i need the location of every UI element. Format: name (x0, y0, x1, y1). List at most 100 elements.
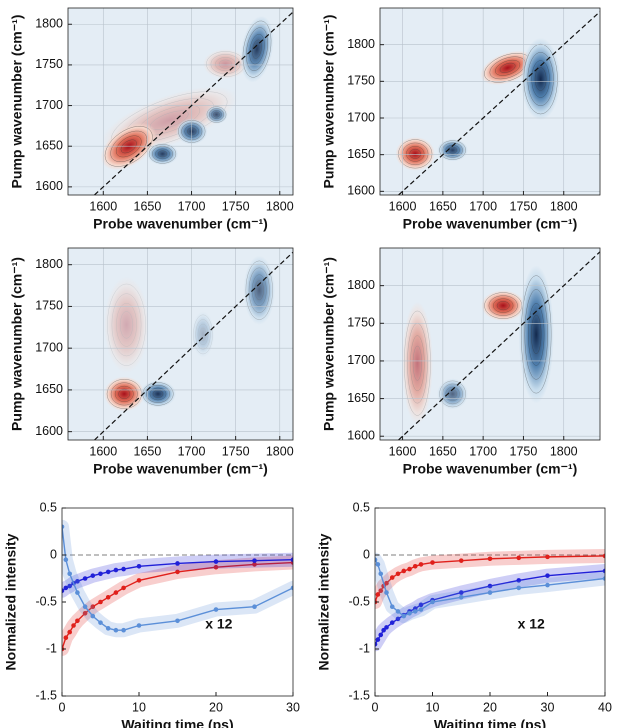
x-tick-label: 1750 (510, 444, 538, 458)
data-point (412, 609, 418, 614)
contour-fill (104, 376, 145, 412)
contour-line (499, 62, 516, 73)
plot-area (68, 8, 293, 195)
data-point (98, 599, 103, 605)
panel: 1600 1650 1700 1750 1800 1600 1650 1700 1750 1800… (321, 247, 601, 477)
data-point (378, 588, 384, 594)
data-point (98, 620, 103, 625)
contour-fill (481, 290, 526, 321)
x-tick-label: 10 (132, 700, 146, 714)
y-tick-label: 1600 (35, 179, 63, 193)
y-tick-label: 1750 (35, 299, 63, 313)
contour-peak (146, 142, 179, 166)
x-tick-label: 0 (59, 700, 66, 714)
contour-line (521, 275, 552, 394)
contour-line (118, 388, 131, 399)
contour-peak (437, 378, 468, 410)
y-tick-label: 1800 (35, 17, 63, 31)
annotation: x 12 (518, 615, 545, 631)
data-point (418, 602, 424, 608)
contour-peak (140, 380, 176, 408)
frame (374, 507, 606, 697)
x-tick-label: 10 (426, 700, 440, 714)
x-tick-label: 0 (372, 700, 379, 714)
data-point (378, 632, 384, 638)
contour-peak (240, 15, 274, 83)
data-point (290, 585, 293, 591)
y-tick-label: -0.5 (348, 594, 370, 608)
contour-line (195, 319, 211, 350)
contour-line (406, 146, 425, 162)
y-tick-label: 1650 (35, 139, 63, 153)
data-point (105, 569, 111, 575)
x-tick-label: 1700 (178, 199, 206, 213)
data-point (67, 571, 72, 577)
y-tick-label: 1750 (347, 316, 375, 330)
data-point (252, 558, 257, 563)
data-point (90, 613, 96, 619)
x-tick-label: 1800 (550, 199, 578, 213)
annotation: x 12 (205, 615, 232, 631)
contour-line (249, 33, 265, 65)
contour-line (110, 382, 138, 406)
contour-line (398, 139, 433, 169)
contour-line (152, 146, 173, 162)
contour-peak (395, 137, 436, 171)
y-tick-label: 1700 (35, 340, 63, 354)
y-tick-label: -1.5 (35, 688, 57, 702)
contour-fill (203, 49, 248, 80)
plot-area (380, 8, 600, 195)
data-point (63, 557, 69, 562)
y-tick-label: 1600 (35, 424, 63, 438)
data-point (252, 604, 257, 609)
data-point (395, 616, 401, 622)
y-tick-label: -0.5 (35, 594, 57, 608)
data-point (136, 563, 142, 569)
contour-line (245, 260, 273, 320)
data-point (105, 626, 111, 631)
contour-peak (243, 255, 275, 325)
contour-fill (240, 15, 274, 83)
contour-fill (104, 276, 149, 373)
y-tick-label: 0.5 (40, 500, 57, 514)
data-point (602, 553, 605, 559)
panel: 1600 1650 1700 1750 1800 1600 1650 1700 1750 1800… (9, 7, 294, 232)
contour-line (531, 60, 550, 98)
y-axis-label: Pump wavenumber (cm⁻¹) (9, 15, 25, 189)
frame (67, 7, 294, 196)
data-point (121, 566, 126, 572)
data-point (82, 604, 88, 609)
contour-line (439, 380, 466, 408)
data-point (67, 583, 72, 589)
x-axis-label: Probe wavenumber (cm⁻¹) (93, 216, 268, 232)
contour-line (218, 59, 232, 69)
fit-line (62, 559, 293, 592)
contour-line (193, 314, 213, 355)
panel: 1600 1650 1700 1750 1800 1600 1650 1700 1750 1800… (321, 7, 601, 232)
x-tick-label: 1650 (134, 444, 162, 458)
y-tick-label: 1700 (347, 353, 375, 367)
y-tick-label: 0 (50, 547, 57, 561)
data-point (407, 610, 412, 616)
contour-line (496, 301, 510, 311)
x-tick-label: 1650 (429, 199, 457, 213)
contour-line (111, 293, 142, 357)
data-point (67, 629, 72, 635)
data-point (82, 610, 88, 616)
y-tick-label: 1650 (347, 147, 375, 161)
frame (67, 247, 294, 441)
y-tick-label: 1650 (347, 391, 375, 405)
x-tick-label: 1750 (222, 444, 250, 458)
data-point (389, 620, 395, 625)
data-point (63, 635, 69, 641)
diagonal (398, 11, 600, 195)
data-point (63, 585, 69, 591)
x-axis-label: Waiting time (ps) (434, 717, 546, 728)
data-point (384, 590, 389, 595)
y-tick-label: 1800 (347, 37, 375, 51)
x-tick-label: 1600 (389, 444, 417, 458)
x-tick-label: 30 (541, 700, 555, 714)
data-point (375, 562, 381, 567)
diagonal (94, 11, 293, 195)
